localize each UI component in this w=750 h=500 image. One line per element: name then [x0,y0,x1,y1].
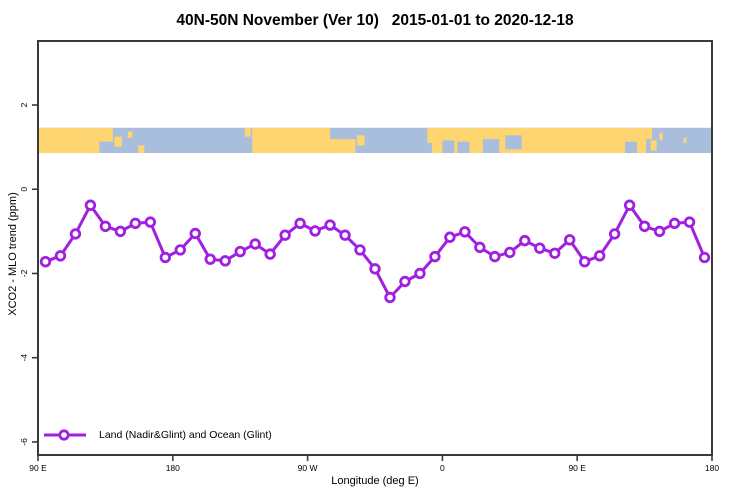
map-strip-water-segment [482,139,500,154]
map-strip-land-segment [357,135,365,146]
data-point [414,267,426,280]
map-strip-water-segment [427,142,432,154]
data-point [354,244,366,256]
data-point [69,228,82,240]
data-point [668,217,681,230]
map-strip-land-segment [127,131,133,138]
data-point [638,220,651,233]
map-strip-water-segment [457,141,470,154]
data-point [114,225,127,238]
data-point [234,245,246,258]
data-point [593,250,606,262]
map-strip-land-segment [650,140,657,151]
map-strip-land-segment [659,132,663,141]
x-axis-label: Longitude (deg E) [331,475,419,487]
x-tick-label: 90 W [298,463,318,473]
data-point [294,217,306,230]
data-point [578,255,591,268]
x-tick-label: 0 [440,463,445,473]
data-point [129,217,142,230]
map-strip-land-segment [93,141,100,154]
data-point [54,250,67,262]
y-tick-label: -2 [19,269,29,277]
data-point [99,220,112,233]
data-point [174,244,186,256]
data-point [309,225,321,237]
y-tick-label: -4 [19,354,29,362]
chart-title: 40N-50N November (Ver 10) 2015-01-01 to … [176,12,574,29]
data-point [264,248,276,260]
legend-label: Land (Nadir&Glint) and Ocean (Glint) [99,429,272,441]
x-tick-label: 90 E [568,463,586,473]
y-tick-label: -6 [19,438,29,446]
data-point [459,226,471,238]
data-point [249,238,261,250]
map-strip-land-segment [330,139,356,154]
data-point [504,246,516,259]
data-point [324,219,336,231]
data-point [399,275,411,288]
map-strip-land-segment [138,145,145,154]
map-strip-water-segment [625,141,638,154]
data-point [474,241,486,254]
x-tick-label: 90 E [29,463,47,473]
data-point [384,291,396,304]
data-point [219,255,231,267]
data-point [429,250,441,263]
x-tick-label: 180 [166,463,180,473]
map-strip-land-segment [646,127,653,140]
data-point [683,216,696,228]
data-point [189,227,201,240]
map-strip-land-segment [114,136,122,147]
data-line [44,203,706,299]
data-point [339,229,351,241]
map-strip-water-segment [442,140,455,154]
data-point [144,216,157,228]
data-point [549,247,561,259]
data-point [444,231,456,243]
data-point [489,250,501,263]
y-tick-label: 0 [19,187,29,192]
data-point [698,251,711,264]
map-strip-land-segment [244,127,251,137]
y-axis-label: XCO2 - MLO trend (ppm) [7,192,19,316]
data-point [279,229,291,241]
data-point [623,199,636,211]
data-point [369,263,381,275]
plot-border [37,40,713,456]
data-point [519,234,531,247]
map-strip-land-segment [93,127,113,142]
data-point [159,251,172,264]
map-strip-land-segment [683,137,687,143]
legend: Land (Nadir&Glint) and Ocean (Glint) [42,428,272,442]
data-point [564,234,576,246]
data-point [534,242,546,254]
data-point [84,199,97,211]
map-strip-water-segment [505,135,522,150]
legend-line-marker-icon [44,429,86,441]
data-point [608,228,621,240]
map-strip-land-segment [38,127,94,154]
data-point [653,225,666,238]
data-point [204,253,216,265]
y-tick-label: 2 [19,102,29,107]
map-strip-land-segment [252,127,331,154]
data-point [39,255,52,268]
x-tick-label: 180 [705,463,719,473]
